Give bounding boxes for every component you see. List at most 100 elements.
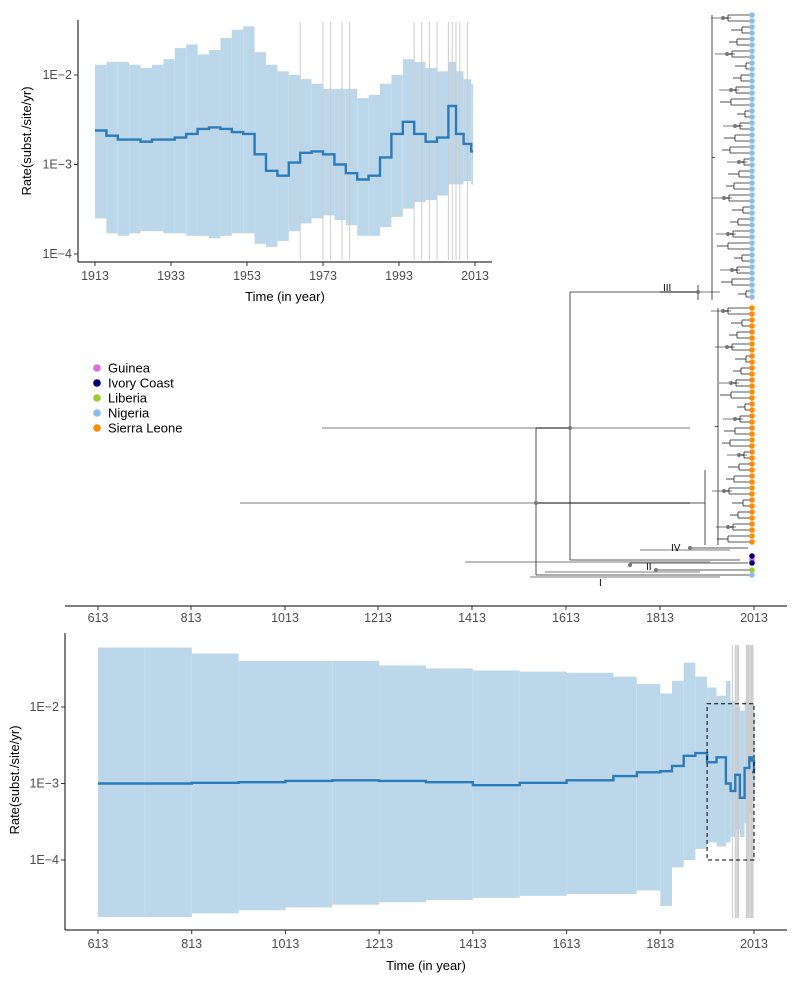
credible-band-step (238, 660, 286, 911)
credible-band-step (739, 710, 745, 837)
tree-node (729, 381, 733, 385)
tree-node (733, 124, 737, 128)
tree-tip-points (749, 12, 755, 578)
tree-node (628, 563, 632, 567)
full-rate-chart: 613 813 1013 1213 1413 1613 1813 2013 1E−41E−31… (7, 633, 787, 973)
main-y-axis-title: Rate(subst./site/yr) (7, 725, 22, 834)
tree-tip (749, 84, 755, 90)
legend-swatch (93, 394, 101, 402)
credible-band-step (209, 50, 221, 239)
tree-tip (749, 18, 755, 24)
credible-band-step (98, 647, 145, 917)
tree-tip (749, 180, 755, 186)
tree-tip (749, 252, 755, 258)
credible-band-step (323, 88, 335, 216)
credible-band-step (288, 75, 301, 232)
legend-swatch (93, 379, 101, 387)
tree-tip (749, 521, 755, 527)
tree-tip (749, 60, 755, 66)
legend-label: Ivory Coast (108, 376, 174, 391)
tree-tip (749, 198, 755, 204)
credible-band-step (163, 59, 175, 234)
tree-node (722, 489, 726, 493)
tree-tip (749, 539, 755, 545)
tree-tip (749, 258, 755, 264)
tree-tip (749, 228, 755, 234)
credible-band-step (391, 75, 403, 217)
credible-band-step (695, 676, 708, 849)
tree-tip (749, 288, 755, 294)
tree-tip (749, 407, 755, 413)
tree-node (568, 426, 572, 430)
y-tick-label: 1E−3 (42, 158, 72, 172)
inset-credible-band (95, 26, 473, 247)
credible-band-step (672, 680, 684, 868)
tree-tip (749, 132, 755, 138)
credible-band-step (379, 665, 426, 903)
tree-node (696, 290, 700, 294)
credible-band-step (380, 83, 392, 228)
credible-band-step (636, 684, 661, 891)
credible-band-step (368, 94, 380, 236)
tree-tip (749, 473, 755, 479)
x-tick-label: 1973 (309, 269, 337, 283)
y-tick-label: 1E−2 (42, 68, 72, 82)
tree-tip (749, 234, 755, 240)
credible-band-step (254, 52, 266, 244)
tree-tip (749, 246, 755, 252)
tree-tip (749, 311, 755, 317)
tree-tip (749, 419, 755, 425)
tree-tip (749, 24, 755, 30)
tree-node (730, 268, 734, 272)
tree-tip (749, 36, 755, 42)
inset-x-ticks: 1913 1933 1953 1973 1993 2013 (81, 262, 489, 283)
legend-swatch (93, 424, 101, 432)
y-tick-label: 1E−4 (29, 853, 59, 867)
credible-band-step (129, 64, 141, 234)
tree-tip (749, 377, 755, 383)
tree-node (726, 525, 730, 529)
tree-tip (749, 553, 755, 559)
tree-tip (749, 156, 755, 162)
main-y-ticks: 1E−4 1E−3 1E−2 (29, 700, 65, 867)
tree-tip (749, 413, 755, 419)
credible-band-step (345, 88, 358, 226)
tree-tip (749, 467, 755, 473)
tree-tip (749, 276, 755, 282)
credible-band-step (334, 88, 346, 221)
tree-tip (749, 48, 755, 54)
x-tick-label: 1913 (81, 269, 109, 283)
credible-band-step (144, 647, 192, 917)
tree-tip (749, 54, 755, 60)
credible-band-step (95, 64, 107, 219)
inset-x-axis-title: Time (in year) (245, 289, 325, 304)
tree-tip (749, 96, 755, 102)
clade-label-iii: III (663, 283, 671, 294)
tree-tip (749, 359, 755, 365)
tree-tip (749, 425, 755, 431)
tree-tip (749, 353, 755, 359)
tree-tip (749, 509, 755, 515)
y-tick-label: 1E−3 (29, 777, 59, 791)
tree-node (737, 160, 741, 164)
tree-node (726, 232, 730, 236)
tree-tip (749, 479, 755, 485)
tree-tip (749, 443, 755, 449)
tree-tip (749, 515, 755, 521)
tree-node (534, 501, 538, 505)
credible-band-step (357, 98, 369, 236)
tree-tip (749, 533, 755, 539)
tree-node (725, 52, 729, 56)
tree-tip (749, 335, 755, 341)
tree-tip (749, 305, 755, 311)
credible-band-step (716, 695, 726, 847)
clade-label-i: I (599, 578, 602, 589)
tree-tip (749, 317, 755, 323)
main-x-axis-title: Time (in year) (386, 958, 466, 973)
tree-tip (749, 449, 755, 455)
tree-tip (749, 389, 755, 395)
credible-band-step (332, 660, 380, 905)
tree-tick-label: 1013 (271, 611, 299, 625)
tree-node (737, 453, 741, 457)
